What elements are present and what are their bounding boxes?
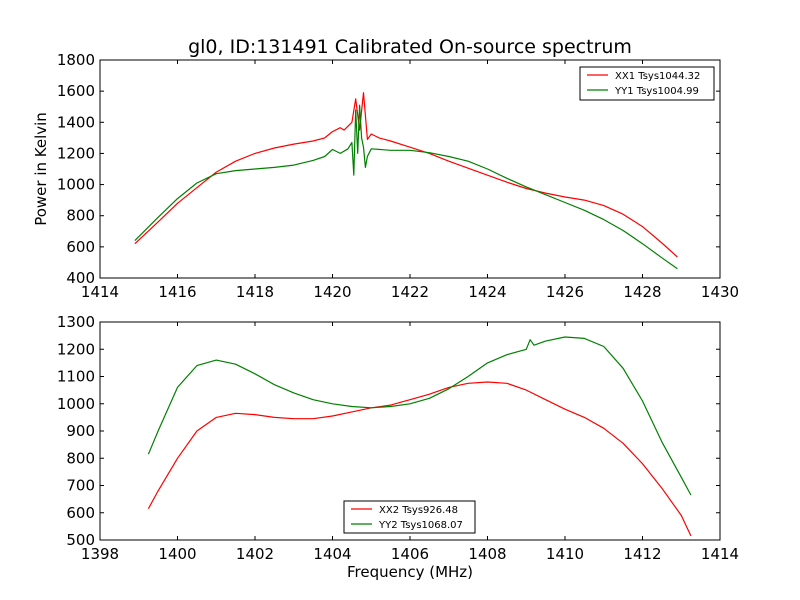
y-tick-label: 1200 [57,144,95,162]
y-tick-label: 500 [66,531,95,549]
x-tick-label: 1404 [313,545,351,563]
x-tick-label: 1414 [701,545,739,563]
series-line-0-1 [134,104,678,270]
x-tick-label: 1408 [468,545,506,563]
y-tick-label: 1200 [57,340,95,358]
x-tick-label: 1410 [546,545,584,563]
y-tick-label: 800 [66,449,95,467]
x-tick-label: 1418 [236,283,274,301]
x-tick-label: 1422 [391,283,429,301]
y-axis-label: Power in Kelvin [32,112,50,226]
x-tick-label: 1398 [81,545,119,563]
x-tick-label: 1414 [81,283,119,301]
x-tick-label: 1400 [158,545,196,563]
y-tick-label: 1000 [57,176,95,194]
series-line-0-0 [134,92,678,258]
x-tick-label: 1402 [236,545,274,563]
series-line-1-0 [147,381,692,537]
legend-label: XX2 Tsys926.48 [379,505,458,516]
y-tick-label: 900 [66,422,95,440]
x-tick-label: 1424 [468,283,506,301]
x-tick-label: 1428 [623,283,661,301]
x-tick-label: 1406 [391,545,429,563]
y-tick-label: 1000 [57,395,95,413]
y-tick-label: 1400 [57,113,95,131]
chart-title: gl0, ID:131491 Calibrated On-source spec… [188,36,632,58]
y-tick-label: 1600 [57,82,95,100]
legend: XX1 Tsys1044.32 YY1 Tsys1004.99 [579,66,715,101]
x-tick-label: 1412 [623,545,661,563]
legend: XX2 Tsys926.48 YY2 Tsys1068.07 [343,500,476,534]
legend-label: YY2 Tsys1068.07 [378,520,463,531]
x-axis-label: Frequency (MHz) [347,563,473,581]
y-tick-label: 700 [66,477,95,495]
top-panel: 1414 1416 1418 1420 1422 1424 1426 1428 1430 400 6… [57,51,739,301]
legend-label: XX1 Tsys1044.32 [615,71,700,82]
legend-label: YY1 Tsys1004.99 [614,86,699,97]
x-tick-label: 1420 [313,283,351,301]
series-line-1-1 [147,336,692,496]
legend-box [343,500,476,534]
bottom-panel: 1398 1400 1402 1404 1406 1408 1410 1412 1414 500 6… [57,313,739,563]
y-tick-label: 1300 [57,313,95,331]
y-tick-label: 400 [66,269,95,287]
y-tick-label: 600 [66,238,95,256]
y-tick-label: 800 [66,207,95,225]
x-tick-label: 1426 [546,283,584,301]
y-tick-label: 600 [66,504,95,522]
x-tick-label: 1416 [158,283,196,301]
y-tick-label: 1800 [57,51,95,69]
legend-box [579,66,715,101]
y-tick-label: 1100 [57,368,95,386]
x-tick-label: 1430 [701,283,739,301]
